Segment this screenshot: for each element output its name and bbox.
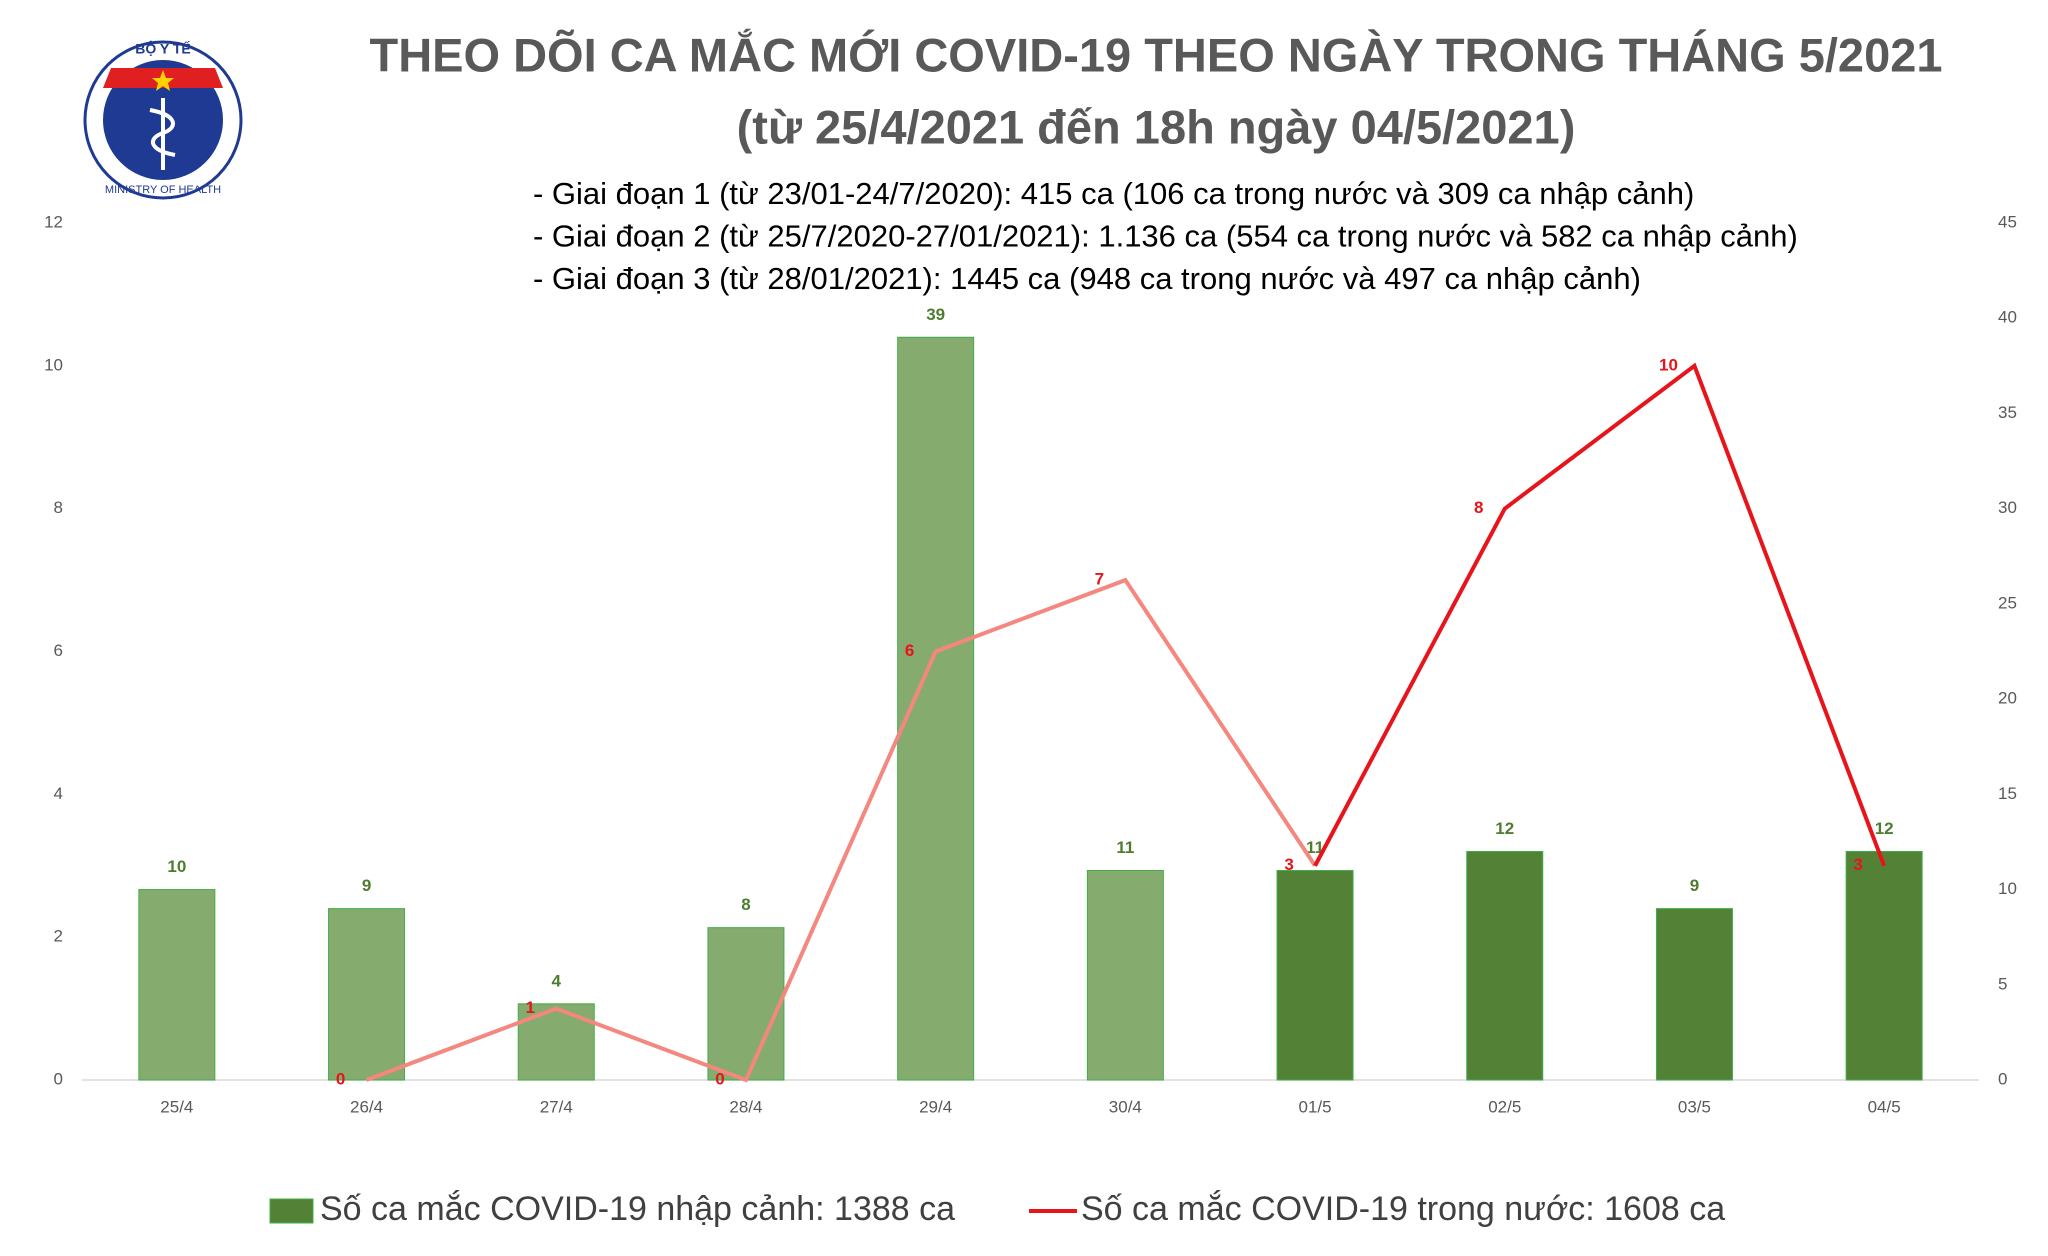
bar xyxy=(1276,870,1354,1081)
y2-tick-label: 15 xyxy=(1998,784,2017,803)
bar-value-label: 12 xyxy=(1495,819,1514,838)
bar xyxy=(138,889,216,1081)
bar-value-label: 11 xyxy=(1116,838,1134,857)
y2-tick-label: 40 xyxy=(1998,308,2017,327)
line-value-label: 0 xyxy=(336,1069,345,1088)
chart-subtitle: (từ 25/4/2021 đến 18h ngày 04/5/2021) xyxy=(737,100,1576,153)
y2-tick-label: 45 xyxy=(1998,212,2017,231)
x-tick-label: 02/5 xyxy=(1488,1097,1521,1116)
x-tick-label: 27/4 xyxy=(540,1097,573,1116)
bar-value-label: 12 xyxy=(1875,819,1894,838)
logo-bottom: MINISTRY OF HEALTH xyxy=(105,184,221,196)
bar-value-label: 9 xyxy=(362,876,371,895)
legend-label: Số ca mắc COVID-19 nhập cảnh: 1388 ca xyxy=(320,1190,955,1228)
notes: - Giai đoạn 1 (từ 23/01-24/7/2020): 415 … xyxy=(533,176,1798,296)
y2-tick-label: 5 xyxy=(1998,974,2007,993)
line-value-label: 3 xyxy=(1284,855,1293,874)
x-tick-label: 30/4 xyxy=(1109,1097,1142,1116)
legend-label: Số ca mắc COVID-19 trong nước: 1608 ca xyxy=(1081,1190,1725,1228)
bar-value-label: 9 xyxy=(1690,876,1699,895)
bar xyxy=(1845,850,1923,1081)
line-value-label: 8 xyxy=(1474,498,1483,517)
y-tick-label: 12 xyxy=(44,212,63,231)
bar xyxy=(1466,850,1544,1081)
y-tick-label: 10 xyxy=(44,355,63,374)
line xyxy=(365,577,1317,1083)
line-value-label: 7 xyxy=(1095,570,1104,589)
y-tick-label: 4 xyxy=(54,784,63,803)
bar xyxy=(1086,870,1164,1081)
y2-tick-label: 0 xyxy=(1998,1069,2007,1088)
x-tick-label: 01/5 xyxy=(1299,1097,1332,1116)
note: - Giai đoạn 3 (từ 28/01/2021): 1445 ca (… xyxy=(533,261,1641,296)
chart-title: THEO DÕI CA MẮC MỚI COVID-19 THEO NGÀY T… xyxy=(369,28,1942,81)
y-tick-label: 8 xyxy=(54,498,63,517)
y-tick-label: 2 xyxy=(54,927,63,946)
y2-tick-label: 35 xyxy=(1998,403,2017,422)
x-tick-label: 04/5 xyxy=(1868,1097,1901,1116)
bar xyxy=(707,927,785,1081)
line-value-label: 6 xyxy=(905,641,914,660)
bar-value-label: 11 xyxy=(1306,838,1324,857)
bar-value-label: 4 xyxy=(552,971,562,990)
y2-tick-label: 25 xyxy=(1998,593,2017,612)
logo-star xyxy=(152,70,174,91)
note: - Giai đoạn 2 (từ 25/7/2020-27/01/2021):… xyxy=(533,219,1798,254)
x-tick-label: 28/4 xyxy=(729,1097,762,1116)
bar xyxy=(328,908,406,1081)
line xyxy=(1313,362,1887,867)
x-tick-label: 03/5 xyxy=(1678,1097,1711,1116)
bar-value-label: 10 xyxy=(167,857,186,876)
y2-tick-label: 30 xyxy=(1998,498,2017,517)
y-tick-label: 6 xyxy=(54,641,63,660)
logo-snake xyxy=(149,108,176,157)
line-value-label: 1 xyxy=(526,998,535,1017)
line-value-label: 0 xyxy=(715,1069,724,1088)
logo: BỘ Y TẾ MINISTRY OF HEALTH xyxy=(83,40,243,200)
y2-tick-label: 20 xyxy=(1998,689,2017,708)
legend-swatch xyxy=(269,1198,314,1224)
line-value-label: 10 xyxy=(1659,355,1678,374)
y2-tick-label: 10 xyxy=(1998,879,2017,898)
bar-value-label: 39 xyxy=(926,305,945,324)
line-value-label: 3 xyxy=(1853,855,1862,874)
bar xyxy=(1655,908,1733,1081)
note: - Giai đoạn 1 (từ 23/01-24/7/2020): 415 … xyxy=(533,176,1694,211)
x-tick-label: 26/4 xyxy=(350,1097,383,1116)
bar-value-label: 8 xyxy=(741,895,750,914)
logo-top: BỘ Y TẾ xyxy=(135,40,191,57)
y-tick-label: 0 xyxy=(54,1069,63,1088)
x-tick-label: 29/4 xyxy=(919,1097,952,1116)
x-tick-label: 25/4 xyxy=(160,1097,193,1116)
